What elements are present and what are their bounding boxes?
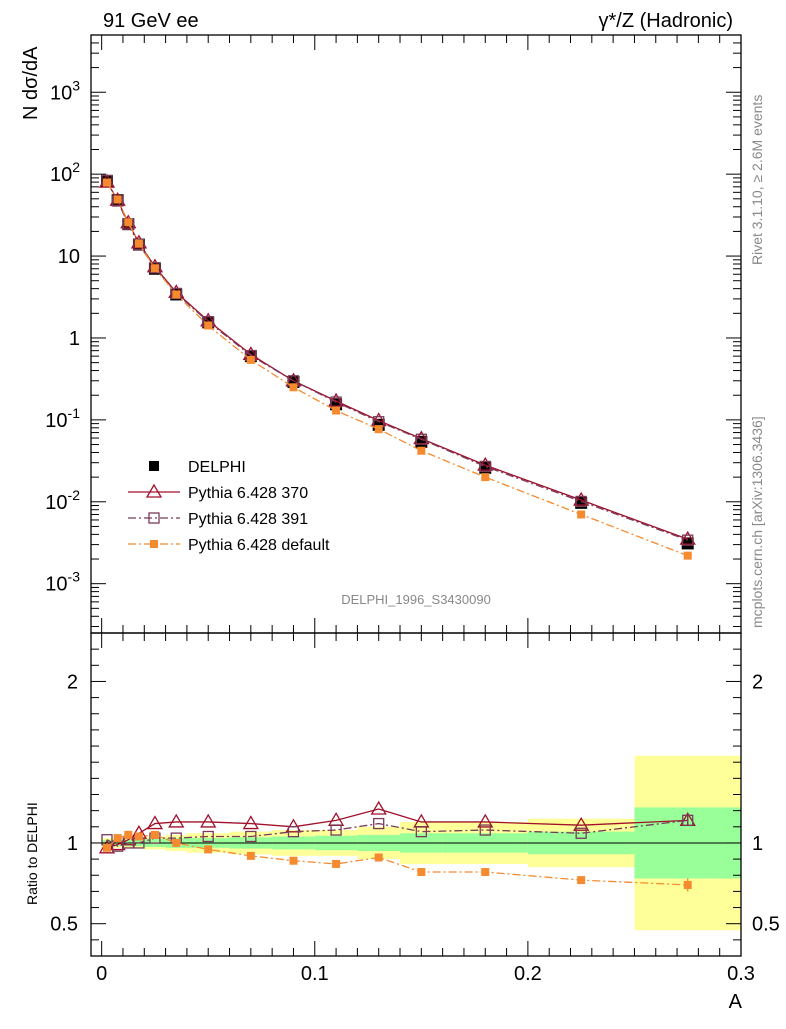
top-point-3 <box>204 321 213 330</box>
ratio-point-2 <box>124 830 133 839</box>
ratio-point-2 <box>374 853 383 862</box>
header-left: 91 GeV ee <box>103 10 199 32</box>
ratio-point-1 <box>373 817 385 830</box>
side-label-top: Rivet 3.1.10, ≥ 2.6M events <box>749 95 765 265</box>
ratio-y-tick-label: 0.5 <box>50 914 78 936</box>
legend-marker-1 <box>145 483 163 498</box>
top-point-3 <box>124 218 133 227</box>
top-y-tick-label: 103 <box>50 77 80 104</box>
top-point-1 <box>477 456 494 471</box>
top-point-3 <box>172 290 181 299</box>
ratio-point-1 <box>415 825 427 838</box>
ratio-y-axis-label: Ratio to DELPHI <box>24 802 40 905</box>
top-y-tick-label: 10-3 <box>45 569 80 596</box>
top-point-3 <box>374 425 383 434</box>
ratio-panel-series <box>98 800 696 892</box>
ratio-point-2 <box>172 838 181 847</box>
legend-marker-0 <box>149 461 159 471</box>
top-point-3 <box>134 239 143 248</box>
ratio-point-0 <box>200 813 217 828</box>
ratio-point-2 <box>102 843 111 852</box>
legend-label-1: Pythia 6.428 370 <box>188 485 308 502</box>
top-y-tick-label: 102 <box>50 159 80 186</box>
ratio-point-2 <box>577 876 586 885</box>
ratio-point-2 <box>246 851 255 860</box>
axes: 0 0.1 0.2 0.3 10-3 10-2 10-1 1 10 102 103 0.5 0.5 1 1 2… <box>45 34 780 985</box>
ratio-point-0 <box>146 815 164 830</box>
top-y-tick-label: 10 <box>58 246 80 268</box>
ratio-point-1 <box>575 827 587 839</box>
legend: DELPHI Pythia 6.428 370 Pythia 6.428 391 Py… <box>128 459 330 554</box>
top-point-1 <box>573 491 590 506</box>
ratio-point-1 <box>479 824 491 836</box>
top-point-3 <box>577 510 586 519</box>
top-point-3 <box>102 178 111 187</box>
x-axis-label: A <box>729 991 743 1013</box>
header-right: γ*/Z (Hadronic) <box>599 10 733 32</box>
ratio-point-2 <box>332 859 341 868</box>
ratio-series-line-1 <box>106 819 688 847</box>
ratio-point-2 <box>417 868 426 877</box>
ratio-point-0 <box>242 815 259 830</box>
ratio-point-2 <box>481 868 490 877</box>
x-tick-label: 0.2 <box>514 963 542 985</box>
legend-label-3: Pythia 6.428 default <box>188 537 330 554</box>
ratio-point-1 <box>330 824 342 836</box>
ratio-point-1 <box>682 814 694 826</box>
top-point-2 <box>682 534 694 546</box>
top-y-tick-label: 10-1 <box>45 405 80 432</box>
top-point-3 <box>417 446 426 455</box>
x-tick-label: 0.3 <box>727 963 755 985</box>
ratio-point-0 <box>477 813 494 828</box>
top-point-3 <box>481 473 490 482</box>
legend-marker-2 <box>148 512 160 524</box>
top-y-tick-label: 1 <box>69 328 80 350</box>
legend-marker-3 <box>150 540 158 548</box>
ratio-point-1 <box>287 825 300 838</box>
ratio-point-0 <box>168 813 185 828</box>
top-point-0 <box>681 537 694 550</box>
ratio-point-0 <box>573 816 590 831</box>
top-point-2 <box>149 262 161 274</box>
ratio-y-tick-label-right: 1 <box>752 833 763 855</box>
ratio-point-2 <box>134 832 143 841</box>
ratio-point-2 <box>289 856 298 865</box>
top-point-2 <box>479 460 491 473</box>
ratio-point-1 <box>202 830 214 843</box>
top-panel-series <box>98 173 696 560</box>
legend-label-0: DELPHI <box>188 459 246 476</box>
ratio-point-0 <box>285 818 302 833</box>
top-y-axis-label: N dσ/dA <box>20 46 42 120</box>
ratio-point-2 <box>150 830 159 839</box>
top-y-tick-label: 10-2 <box>45 487 80 514</box>
top-series-line-2 <box>106 180 688 541</box>
ratio-uncertainty-bands <box>91 755 741 931</box>
analysis-label: DELPHI_1996_S3430090 <box>341 592 491 607</box>
ratio-point-2 <box>204 845 213 854</box>
x-tick-label: 0.1 <box>301 963 329 985</box>
ratio-point-1 <box>245 830 257 843</box>
top-point-3 <box>289 383 298 392</box>
ratio-point-2 <box>113 834 122 843</box>
legend-label-2: Pythia 6.428 391 <box>188 511 308 528</box>
ratio-y-tick-label-right: 2 <box>752 671 763 693</box>
ratio-point-0 <box>370 800 387 815</box>
top-point-3 <box>150 264 159 273</box>
top-point-2 <box>575 495 587 508</box>
ratio-y-tick-label: 1 <box>67 833 78 855</box>
ratio-y-tick-label-right: 0.5 <box>752 914 780 936</box>
x-tick-label: 0 <box>96 963 107 985</box>
ratio-point-0 <box>109 836 126 851</box>
top-point-3 <box>332 406 341 415</box>
top-point-1 <box>679 530 696 545</box>
top-point-3 <box>113 195 122 204</box>
top-point-3 <box>683 551 692 560</box>
side-label-bottom: mcplots.cern.ch [arXiv:1306.3436] <box>749 416 765 628</box>
ratio-point-2 <box>683 880 692 889</box>
top-point-3 <box>246 355 255 364</box>
ratio-y-tick-label: 2 <box>67 671 78 693</box>
top-point-2 <box>415 433 427 445</box>
